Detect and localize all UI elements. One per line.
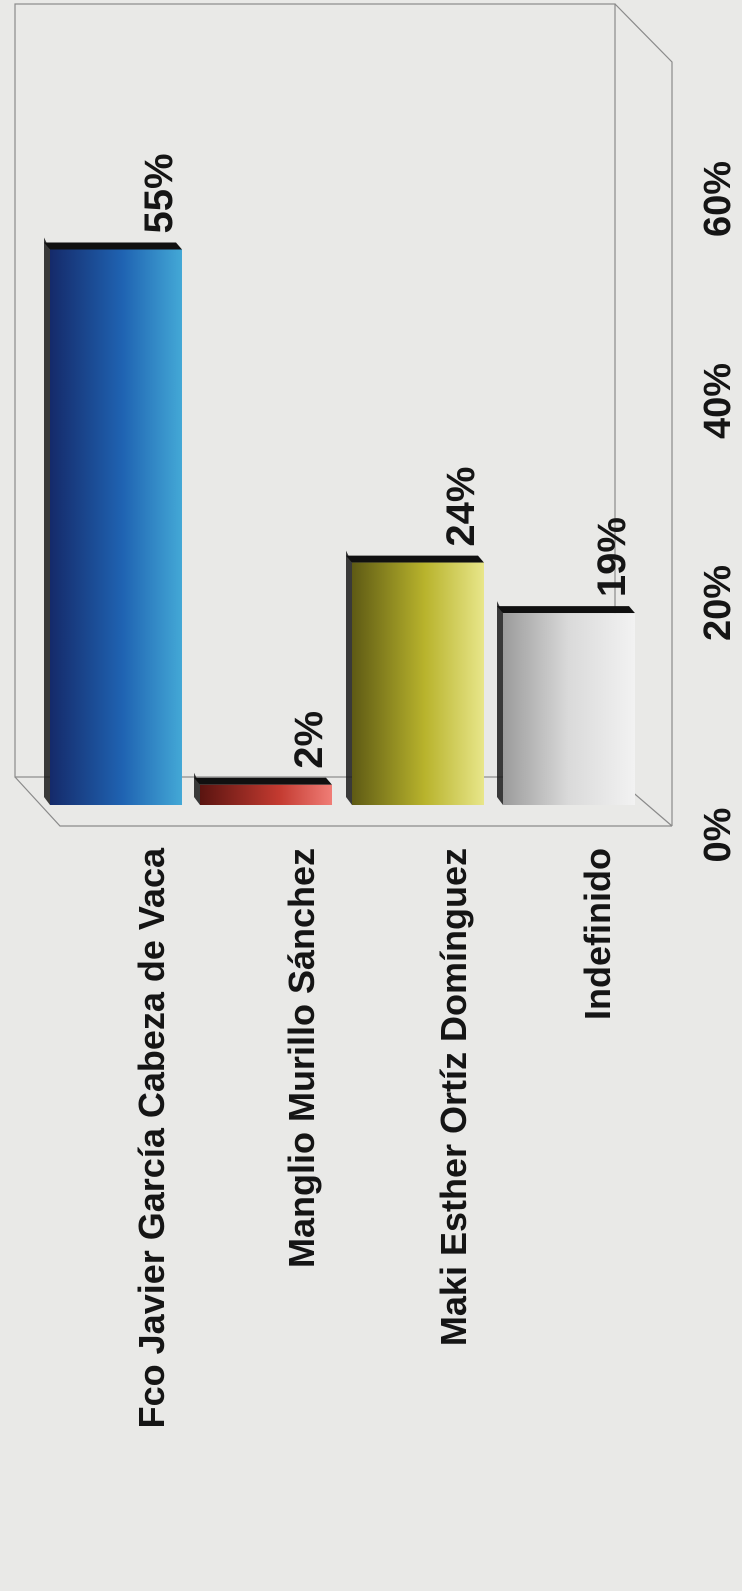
bar-front-2 bbox=[200, 784, 332, 805]
value-label-3: 24% bbox=[439, 467, 483, 547]
bar-top-1 bbox=[44, 242, 182, 250]
bar-4 bbox=[497, 601, 635, 805]
bar-front-1 bbox=[50, 249, 182, 805]
side-wall-edge bbox=[614, 3, 673, 826]
bar-side-3 bbox=[346, 550, 352, 805]
value-label-1: 55% bbox=[137, 153, 181, 233]
bar-side-4 bbox=[497, 601, 503, 805]
bars-group bbox=[44, 237, 635, 805]
axis-tick-0pct: 0% bbox=[697, 808, 739, 863]
bar-side-2 bbox=[194, 772, 200, 805]
axis-tick-60pct: 60% bbox=[697, 161, 739, 237]
floor-edge bbox=[14, 776, 672, 827]
bar-top-2 bbox=[194, 777, 332, 785]
bar-3 bbox=[346, 550, 484, 805]
back-wall bbox=[14, 3, 616, 778]
plot-frame bbox=[14, 3, 673, 827]
bar-top-4 bbox=[497, 606, 635, 614]
value-label-2: 2% bbox=[287, 711, 331, 769]
axis-tick-20pct: 20% bbox=[697, 565, 739, 641]
bar-top-3 bbox=[346, 555, 484, 563]
bar-side-1 bbox=[44, 237, 50, 805]
category-label-2: Manglio Murillo Sánchez bbox=[281, 848, 322, 1268]
bar-front-4 bbox=[503, 613, 635, 805]
category-label-3: Maki Esther Ortíz Domínguez bbox=[433, 848, 474, 1346]
bar-2 bbox=[194, 772, 332, 805]
bar-1 bbox=[44, 237, 182, 805]
category-label-1: Fco Javier García Cabeza de Vaca bbox=[131, 847, 172, 1428]
labels-group: 55% 2% 24% 19% Fco Javier García Cabeza de V… bbox=[131, 153, 739, 1428]
bar-front-3 bbox=[352, 562, 484, 805]
category-label-4: Indefinido bbox=[577, 848, 618, 1020]
axis-tick-40pct: 40% bbox=[697, 363, 739, 439]
value-label-4: 19% bbox=[590, 517, 634, 597]
